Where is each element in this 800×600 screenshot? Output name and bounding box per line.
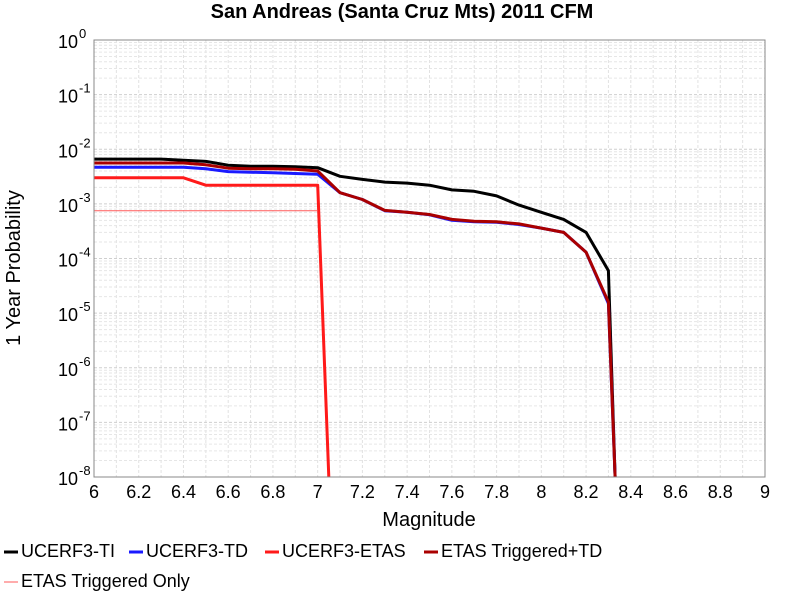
legend-item: ETAS Triggered+TD bbox=[424, 541, 602, 561]
y-tick-exponent: -1 bbox=[79, 81, 91, 96]
y-tick-exponent: -7 bbox=[79, 408, 91, 423]
y-tick-label: 10 -8 bbox=[58, 463, 91, 489]
x-tick-label: 6.6 bbox=[216, 482, 241, 502]
y-tick-base: 10 bbox=[58, 305, 78, 325]
legend-item: UCERF3-TD bbox=[129, 541, 248, 561]
x-tick-label: 6.8 bbox=[260, 482, 285, 502]
y-axis-label: 1 Year Probability bbox=[3, 190, 25, 346]
legend-item: UCERF3-TI bbox=[4, 541, 115, 561]
y-tick-base: 10 bbox=[58, 360, 78, 380]
x-tick-label: 7 bbox=[313, 482, 323, 502]
legend-item: UCERF3-ETAS bbox=[265, 541, 406, 561]
y-tick-base: 10 bbox=[58, 414, 78, 434]
x-tick-label: 8 bbox=[536, 482, 546, 502]
x-tick-label: 9 bbox=[760, 482, 770, 502]
y-tick-label: 10 -2 bbox=[58, 135, 91, 161]
series-layer bbox=[94, 157, 617, 477]
y-tick-base: 10 bbox=[58, 141, 78, 161]
x-tick-label: 8.8 bbox=[708, 482, 733, 502]
legend-label: UCERF3-TD bbox=[146, 541, 248, 561]
y-tick-base: 10 bbox=[58, 196, 78, 216]
y-tick-label: 10 0 bbox=[58, 26, 86, 52]
y-tick-exponent: -2 bbox=[79, 135, 91, 150]
x-tick-label: 8.2 bbox=[574, 482, 599, 502]
series-line-ucerf3-etas bbox=[94, 176, 331, 477]
x-tick-label: 7.8 bbox=[484, 482, 509, 502]
legend-label: ETAS Triggered Only bbox=[21, 571, 190, 591]
y-tick-base: 10 bbox=[58, 87, 78, 107]
y-tick-exponent: -6 bbox=[79, 354, 91, 369]
x-tick-label: 7.4 bbox=[395, 482, 420, 502]
y-tick-exponent: -3 bbox=[79, 190, 91, 205]
y-tick-label: 10 -5 bbox=[58, 299, 91, 325]
series-line-etas-triggered-td bbox=[94, 161, 617, 477]
legend-label: UCERF3-TI bbox=[21, 541, 115, 561]
x-tick-label: 7.6 bbox=[439, 482, 464, 502]
series-line-ucerf3-ti bbox=[94, 157, 617, 477]
x-tick-label: 6 bbox=[89, 482, 99, 502]
x-tick-label: 6.4 bbox=[171, 482, 196, 502]
legend-label: UCERF3-ETAS bbox=[282, 541, 406, 561]
chart-title: San Andreas (Santa Cruz Mts) 2011 CFM bbox=[211, 1, 594, 23]
y-tick-exponent: 0 bbox=[79, 26, 86, 41]
plot-frame bbox=[93, 39, 766, 478]
legend-item: ETAS Triggered Only bbox=[4, 571, 190, 591]
legend: UCERF3-TI UCERF3-TD UCERF3-ETAS ETAS Trigge… bbox=[4, 541, 602, 591]
x-axis-ticks: 6 6.2 6.4 6.6 6.8 7 7.2 7.4 7.6 7.8 8 8.2 8.4 8.6 8.8 9 bbox=[89, 482, 770, 502]
y-tick-exponent: -5 bbox=[79, 299, 91, 314]
y-tick-label: 10 -7 bbox=[58, 408, 91, 434]
y-tick-base: 10 bbox=[58, 32, 78, 52]
y-tick-label: 10 -6 bbox=[58, 354, 91, 380]
x-tick-label: 6.2 bbox=[126, 482, 151, 502]
x-tick-label: 8.4 bbox=[618, 482, 643, 502]
y-tick-label: 10 -4 bbox=[58, 245, 91, 271]
y-tick-label: 10 -1 bbox=[58, 81, 91, 107]
x-tick-label: 8.6 bbox=[663, 482, 688, 502]
y-tick-base: 10 bbox=[58, 251, 78, 271]
x-tick-label: 7.2 bbox=[350, 482, 375, 502]
y-tick-base: 10 bbox=[58, 469, 78, 489]
y-tick-exponent: -4 bbox=[79, 245, 91, 260]
x-axis-label: Magnitude bbox=[382, 509, 475, 531]
legend-label: ETAS Triggered+TD bbox=[441, 541, 602, 561]
y-tick-label: 10 -3 bbox=[58, 190, 91, 216]
y-tick-exponent: -8 bbox=[79, 463, 91, 478]
